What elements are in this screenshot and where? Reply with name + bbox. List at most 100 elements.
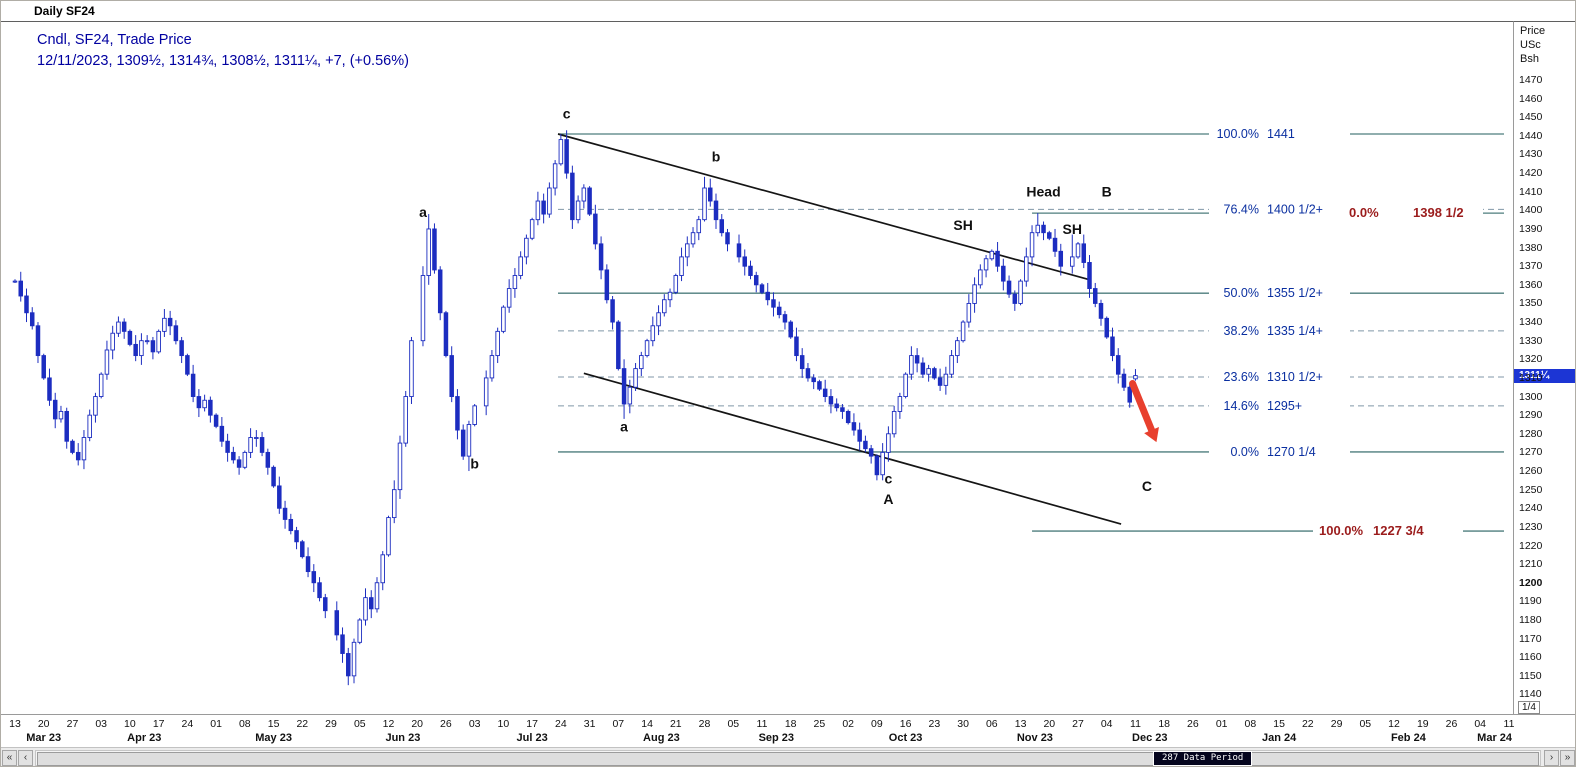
price-tick-label: 1440 <box>1519 130 1543 142</box>
price-tick-label: 1180 <box>1519 614 1542 626</box>
date-tick-label: 18 <box>1158 718 1171 730</box>
price-tick-label: 1330 <box>1519 335 1543 347</box>
date-tick-label: 18 <box>784 718 797 730</box>
date-tick-label: 27 <box>1072 718 1084 730</box>
scroll-left-button[interactable]: ‹ <box>18 750 33 766</box>
price-tick-label: 1170 <box>1519 633 1542 645</box>
date-tick-label: 22 <box>1301 718 1314 730</box>
fib-extension-value: 1398 1/2 <box>1413 205 1464 220</box>
fib-level-pct: 14.6% <box>1224 399 1259 413</box>
price-tick-label: 1360 <box>1519 279 1543 291</box>
month-label: Nov 23 <box>1016 732 1053 744</box>
scrollbar-thumb[interactable] <box>37 752 1539 766</box>
price-tick-label: 1300 <box>1519 391 1543 403</box>
price-tick-label: 1370 <box>1519 260 1543 272</box>
date-tick-label: 04 <box>1474 718 1487 730</box>
date-tick-label: 10 <box>124 718 136 730</box>
price-tick-label: 1410 <box>1519 186 1543 198</box>
chart-plot[interactable]: 100.0% 1441 76.4% 1400 1/2+ 50.0% 1355 1/2+ 38… <box>1 21 1513 715</box>
wave-label: c <box>563 106 571 122</box>
date-tick-label: 26 <box>440 718 452 730</box>
wave-label: b <box>712 148 721 164</box>
wave-label: SH <box>1063 221 1082 237</box>
wave-label: A <box>883 491 893 507</box>
date-tick-label: 17 <box>152 718 165 730</box>
fib-level-pct: 38.2% <box>1224 324 1259 338</box>
month-label: Dec 23 <box>1132 732 1168 744</box>
fib-level-value: 1400 1/2+ <box>1267 202 1323 216</box>
date-tick-label: 27 <box>66 718 79 730</box>
date-tick-label: 20 <box>37 718 50 730</box>
date-tick-label: 05 <box>353 718 366 730</box>
level-label-layer: 100.0% 1441 76.4% 1400 1/2+ 50.0% 1355 1/2+ 38… <box>1209 127 1483 539</box>
price-tick-label: 1140 <box>1519 688 1542 700</box>
scroll-far-right-button[interactable]: » <box>1560 750 1575 766</box>
price-tick-label: 1260 <box>1519 465 1543 477</box>
month-label: May 23 <box>255 732 292 744</box>
fib-extension-value: 1227 3/4 <box>1373 523 1424 538</box>
chart-canvas[interactable]: 100.0% 1441 76.4% 1400 1/2+ 50.0% 1355 1/2+ 38… <box>1 22 1513 715</box>
trendline <box>583 372 1122 525</box>
wave-label: a <box>620 418 628 434</box>
price-tick-label: 1460 <box>1519 93 1543 105</box>
price-tick-label: 1200 <box>1519 577 1543 589</box>
fib-level-value: 1310 1/2+ <box>1267 370 1323 384</box>
candles-layer <box>12 130 1138 686</box>
month-label: Oct 23 <box>888 732 923 744</box>
tick-fraction-label: 1/4 <box>1518 701 1540 714</box>
wave-label: Head <box>1026 184 1060 200</box>
date-tick-label: 19 <box>1416 718 1429 730</box>
date-tick-label: 04 <box>1100 718 1113 730</box>
wave-label: a <box>419 204 427 220</box>
scroll-right-button[interactable]: › <box>1544 750 1559 766</box>
date-tick-label: 16 <box>899 718 912 730</box>
horizontal-scrollbar[interactable]: « ‹ › » 287 Data Period <box>1 747 1575 766</box>
scrollbar-track[interactable] <box>35 750 1541 766</box>
date-axis[interactable]: 13 20 27 03 10 17 24 01 08 15 22 29 05 12 20 26 03 10 17 24… <box>1 714 1575 747</box>
date-tick-label: 14 <box>641 718 653 730</box>
price-axis-unit-price: Price <box>1520 25 1546 37</box>
price-tick-label: 1340 <box>1519 316 1543 328</box>
date-tick-label: 01 <box>1215 718 1228 730</box>
date-tick-label: 05 <box>1359 718 1372 730</box>
trendline <box>557 133 1092 281</box>
last-price-tag: 1311¼ <box>1514 369 1575 383</box>
wave-label: b <box>470 456 479 472</box>
legend-series-line: Cndl, SF24, Trade Price <box>37 32 192 48</box>
month-label: Feb 24 <box>1390 732 1426 744</box>
price-axis-unit-bsh: Bsh <box>1520 53 1539 65</box>
scroll-far-left-button[interactable]: « <box>2 750 17 766</box>
date-tick-label: 29 <box>1330 718 1343 730</box>
date-tick-label: 24 <box>555 718 567 730</box>
date-tick-label: 22 <box>296 718 309 730</box>
date-tick-label: 11 <box>1130 718 1141 730</box>
date-tick-label: 15 <box>267 718 280 730</box>
price-tick-label: 1190 <box>1519 595 1542 607</box>
month-label: Mar 24 <box>1477 732 1513 744</box>
date-tick-label: 10 <box>497 718 510 730</box>
wave-label: C <box>1142 478 1152 494</box>
date-tick-label: 24 <box>181 718 194 730</box>
down-arrow-icon <box>1144 427 1159 443</box>
price-tick-label: 1450 <box>1519 111 1543 123</box>
fib-level-value: 1270 1/4 <box>1267 445 1316 459</box>
date-tick-label: 02 <box>842 718 855 730</box>
trendline-layer <box>557 133 1122 525</box>
date-tick-label: 25 <box>813 718 826 730</box>
date-tick-label: 20 <box>1043 718 1056 730</box>
date-tick-label: 08 <box>238 718 251 730</box>
price-tick-label: 1400 <box>1519 204 1543 216</box>
legend-ohlc-line: 12/11/2023, 1309½, 1314¾, 1308½, 1311¼, … <box>37 53 409 69</box>
date-tick-label: 15 <box>1273 718 1285 730</box>
price-tick-label: 1390 <box>1519 223 1543 235</box>
price-tick-label: 1150 <box>1519 670 1542 682</box>
date-tick-label: 28 <box>698 718 711 730</box>
price-axis[interactable]: Price USc Bsh 1311¼ 1/4 1470 1460 1450 1440… <box>1513 21 1575 714</box>
date-tick-label: 13 <box>9 718 21 730</box>
price-axis-header: Price USc Bsh <box>1520 24 1545 66</box>
price-tick-label: 1430 <box>1519 148 1543 160</box>
date-tick-label: 11 <box>1503 718 1515 730</box>
chart-title: Daily SF24 <box>34 4 95 18</box>
chart-legend: Cndl, SF24, Trade Price 12/11/2023, 1309… <box>37 30 409 72</box>
